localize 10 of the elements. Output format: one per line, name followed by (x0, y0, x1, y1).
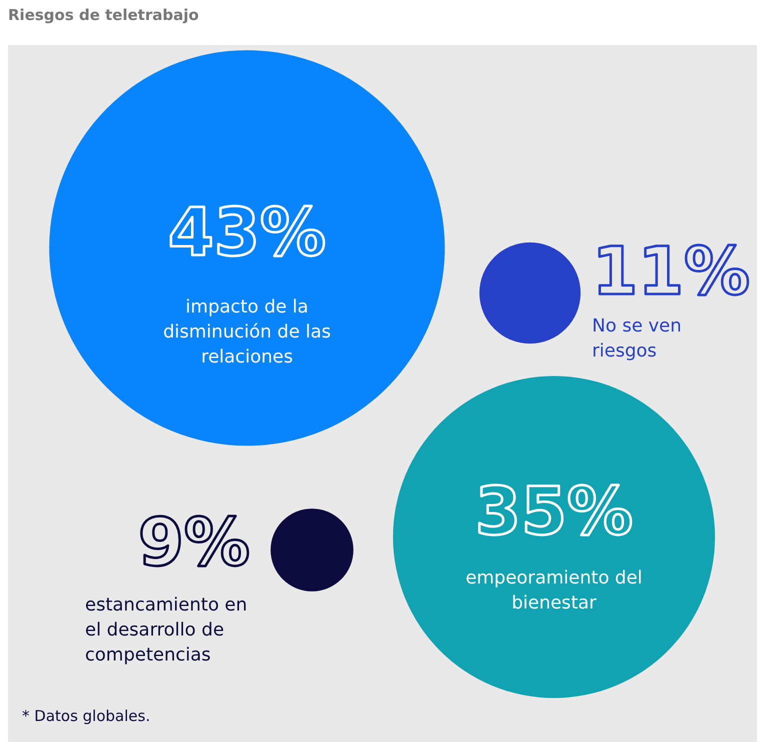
category-label: empeoramiento del bienestar (466, 568, 642, 614)
text: * Datos globales. (22, 707, 150, 725)
category-label: estancamiento en el desarrollo de competencias (85, 594, 248, 666)
category-label: No se ven riesgos (592, 316, 682, 362)
data-label: 9% (138, 504, 250, 582)
data-label: 35% (475, 473, 633, 550)
data-label: 11% (592, 233, 750, 310)
text: Riesgos de teletrabajo (8, 6, 199, 24)
category-label: impacto de la disminución de las relaciones (163, 296, 331, 368)
data-label: 43% (168, 194, 326, 272)
